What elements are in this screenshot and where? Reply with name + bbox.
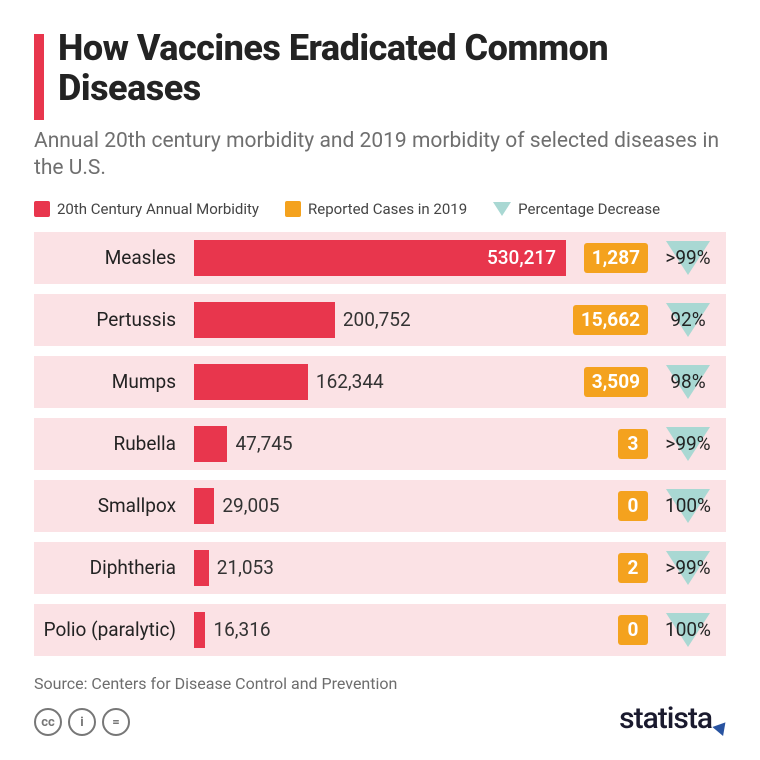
- legend-morbidity: 20th Century Annual Morbidity: [34, 200, 259, 218]
- disease-label: Smallpox: [34, 494, 186, 517]
- nd-icon: =: [102, 708, 130, 736]
- morbidity-bar: [194, 302, 335, 338]
- percent-decrease: >99%: [656, 432, 720, 455]
- legend-decrease: Percentage Decrease: [493, 200, 660, 218]
- percent-value: 98%: [670, 370, 705, 393]
- license-icons: cc i =: [34, 708, 130, 736]
- swatch-red-icon: [34, 201, 50, 217]
- percent-value: 92%: [670, 308, 705, 331]
- legend-label: Reported Cases in 2019: [308, 200, 467, 218]
- percent-decrease: 100%: [656, 494, 720, 517]
- cases-2019-badge: 0: [618, 615, 648, 645]
- chart-rows: Measles 530,217 1,287 >99% Pertussis 200,752 1…: [34, 232, 726, 656]
- percent-decrease: >99%: [656, 556, 720, 579]
- morbidity-bar: [194, 488, 214, 524]
- morbidity-value: 21,053: [209, 556, 274, 579]
- bar-cell: 162,344: [194, 356, 566, 408]
- bar-cell: 21,053: [194, 542, 566, 594]
- disease-label: Measles: [34, 246, 186, 269]
- cases-2019-badge: 0: [618, 491, 648, 521]
- percent-decrease: >99%: [656, 246, 720, 269]
- brand-arrow-icon: [712, 718, 730, 736]
- triangle-down-icon: [493, 202, 511, 216]
- bar-cell: 530,217: [194, 232, 566, 284]
- cases-2019-badge: 2: [618, 553, 648, 583]
- swatch-orange-icon: [285, 201, 301, 217]
- percent-decrease: 92%: [656, 308, 720, 331]
- morbidity-bar: 530,217: [194, 240, 566, 276]
- morbidity-value: 530,217: [487, 246, 566, 269]
- percent-value: >99%: [665, 432, 710, 455]
- percent-value: >99%: [665, 246, 710, 269]
- by-icon: i: [68, 708, 96, 736]
- brand-text: statista: [619, 701, 712, 736]
- cases-2019-badge: 15,662: [573, 305, 648, 335]
- bar-cell: 200,752: [194, 294, 566, 346]
- disease-label: Rubella: [34, 432, 186, 455]
- morbidity-value: 47,745: [227, 432, 292, 455]
- chart-row: Rubella 47,745 3 >99%: [34, 418, 726, 470]
- morbidity-value: 162,344: [308, 370, 384, 393]
- cc-icon: cc: [34, 708, 62, 736]
- morbidity-value: 29,005: [214, 494, 279, 517]
- cases-2019-badge: 3: [618, 429, 648, 459]
- percent-decrease: 100%: [656, 618, 720, 641]
- morbidity-bar: [194, 612, 205, 648]
- bar-cell: 29,005: [194, 480, 566, 532]
- legend-label: Percentage Decrease: [518, 200, 660, 218]
- page-title: How Vaccines Eradicated Common Diseases: [58, 28, 726, 120]
- chart-row: Pertussis 200,752 15,662 92%: [34, 294, 726, 346]
- bar-cell: 47,745: [194, 418, 566, 470]
- chart-row: Measles 530,217 1,287 >99%: [34, 232, 726, 284]
- page-subtitle: Annual 20th century morbidity and 2019 m…: [34, 128, 726, 182]
- chart-row: Polio (paralytic) 16,316 0 100%: [34, 604, 726, 656]
- morbidity-value: 200,752: [335, 308, 411, 331]
- disease-label: Pertussis: [34, 308, 186, 331]
- morbidity-value: 16,316: [205, 618, 270, 641]
- accent-bar: [34, 34, 44, 120]
- cases-2019-badge: 1,287: [584, 243, 648, 273]
- legend-cases: Reported Cases in 2019: [285, 200, 467, 218]
- legend-label: 20th Century Annual Morbidity: [57, 200, 259, 218]
- header: How Vaccines Eradicated Common Diseases: [34, 28, 726, 120]
- percent-decrease: 98%: [656, 370, 720, 393]
- percent-value: 100%: [665, 494, 711, 517]
- morbidity-bar: [194, 550, 209, 586]
- chart-row: Smallpox 29,005 0 100%: [34, 480, 726, 532]
- source-text: Source: Centers for Disease Control and …: [34, 674, 726, 693]
- chart-row: Mumps 162,344 3,509 98%: [34, 356, 726, 408]
- disease-label: Polio (paralytic): [34, 618, 186, 641]
- disease-label: Diphtheria: [34, 556, 186, 579]
- bar-cell: 16,316: [194, 604, 566, 656]
- percent-value: >99%: [665, 556, 710, 579]
- morbidity-bar: [194, 426, 227, 462]
- morbidity-bar: [194, 364, 308, 400]
- disease-label: Mumps: [34, 370, 186, 393]
- brand-logo: statista: [619, 701, 726, 736]
- legend: 20th Century Annual Morbidity Reported C…: [34, 200, 726, 218]
- chart-row: Diphtheria 21,053 2 >99%: [34, 542, 726, 594]
- footer: cc i = statista: [34, 701, 726, 736]
- percent-value: 100%: [665, 618, 711, 641]
- cases-2019-badge: 3,509: [584, 367, 648, 397]
